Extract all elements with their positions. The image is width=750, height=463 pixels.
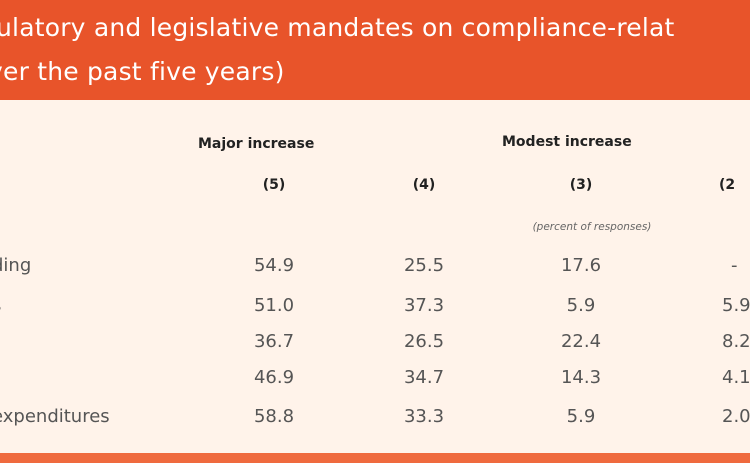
table-cell: 22.4 [560,331,602,352]
table-cell: 5.9 [722,295,750,316]
table-cell: 4.1 [722,367,750,388]
table-cell: 58.8 [253,406,295,427]
modest-increase-header: Modest increase [502,134,632,150]
table-cell: 14.3 [560,367,602,388]
col-5-header: (5) [262,177,286,193]
table-cell: 51.0 [253,295,295,316]
table-cell: 8.2 [722,331,750,352]
major-increase-header: Major increase [198,136,315,152]
table-cell: 2.0 [722,406,750,427]
table-cell: 33.3 [403,406,445,427]
table-cell: 54.9 [253,255,295,276]
percent-note: (percent of responses) [532,221,652,233]
bottom-rule [0,453,750,463]
table-cell: 26.5 [403,331,445,352]
table-cell: 46.9 [253,367,295,388]
title-line-1: ulatory and legislative mandates on comp… [0,13,675,42]
row-label: s [0,295,1,316]
table-cell: - [731,255,738,276]
title-line-2: ver the past five years) [0,57,285,86]
table-cell: 5.9 [566,406,596,427]
col-4-header: (4) [412,177,436,193]
table-cell: 37.3 [403,295,445,316]
table-cell: 34.7 [403,367,445,388]
row-label: expenditures [0,406,110,427]
table-title-banner: ulatory and legislative mandates on comp… [0,0,750,100]
row-label: ding [0,255,32,276]
col-2-header: (2 [719,177,736,193]
col-3-header: (3) [569,177,593,193]
data-table: Major increase Modest increase (5) (4) (… [0,100,750,453]
table-cell: 25.5 [403,255,445,276]
table-cell: 5.9 [566,295,596,316]
table-cell: 17.6 [560,255,602,276]
table-cell: 36.7 [253,331,295,352]
